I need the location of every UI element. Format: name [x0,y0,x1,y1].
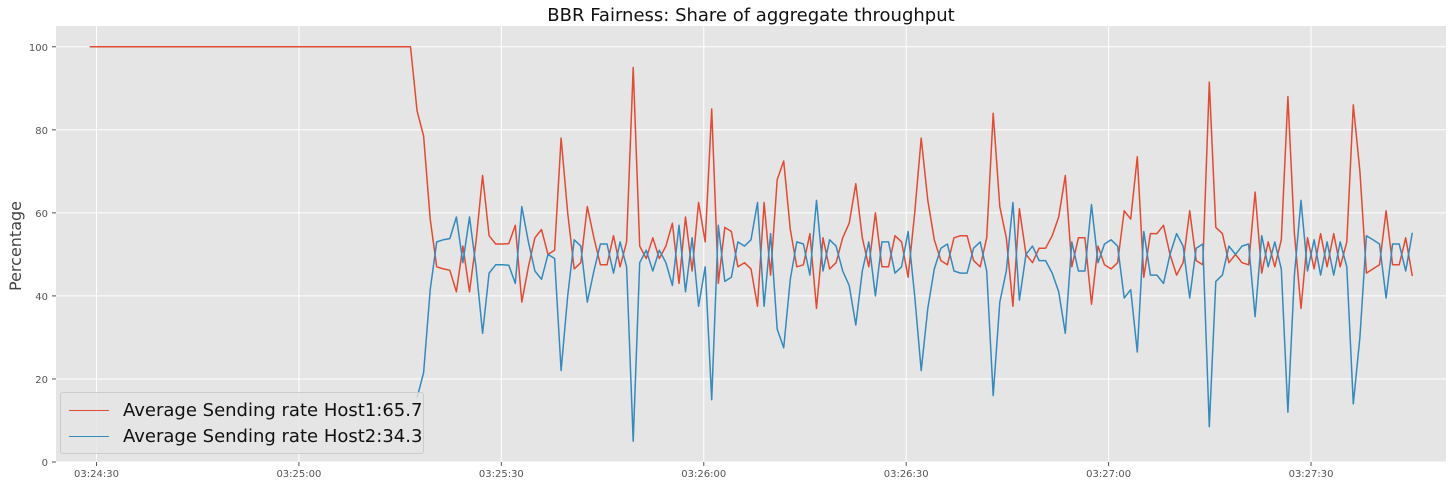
chart-title: BBR Fairness: Share of aggregate through… [547,5,954,26]
plot-background [56,26,1446,462]
tick-layer: 0 20 40 60 80 100 03:24:30 03:25:00 03:25:30 03:2… [29,43,1334,480]
series-line-host2 [416,199,1414,442]
legend-swatch-host1 [69,409,109,411]
x-tick-label: 03:24:30 [74,469,119,480]
legend-label-host2: Average Sending rate Host2:34.3 [123,425,423,447]
series-line-host1 [89,46,1414,310]
x-tick-label: 03:25:30 [479,469,524,480]
y-tick-label: 80 [35,126,48,137]
y-tick-label: 40 [35,292,48,303]
x-tick-label: 03:27:00 [1086,469,1131,480]
y-tick-label: 60 [35,209,48,220]
y-tick-label: 0 [42,458,48,469]
y-tick-label: 100 [29,43,48,54]
x-tick-label: 03:26:00 [681,469,726,480]
x-tick-label: 03:25:00 [276,469,321,480]
series-layer [89,46,1414,442]
legend-swatch-host2 [69,435,109,437]
legend-item-host2: Average Sending rate Host2:34.3 [69,424,422,448]
x-tick-label: 03:27:30 [1289,469,1334,480]
y-tick-label: 20 [35,375,48,386]
y-axis-label: Percentage [6,201,25,291]
x-tick-label: 03:26:30 [884,469,929,480]
legend: Average Sending rate Host1:65.7 Average … [60,392,424,454]
legend-item-host1: Average Sending rate Host1:65.7 [69,398,422,422]
legend-label-host1: Average Sending rate Host1:65.7 [123,399,423,421]
